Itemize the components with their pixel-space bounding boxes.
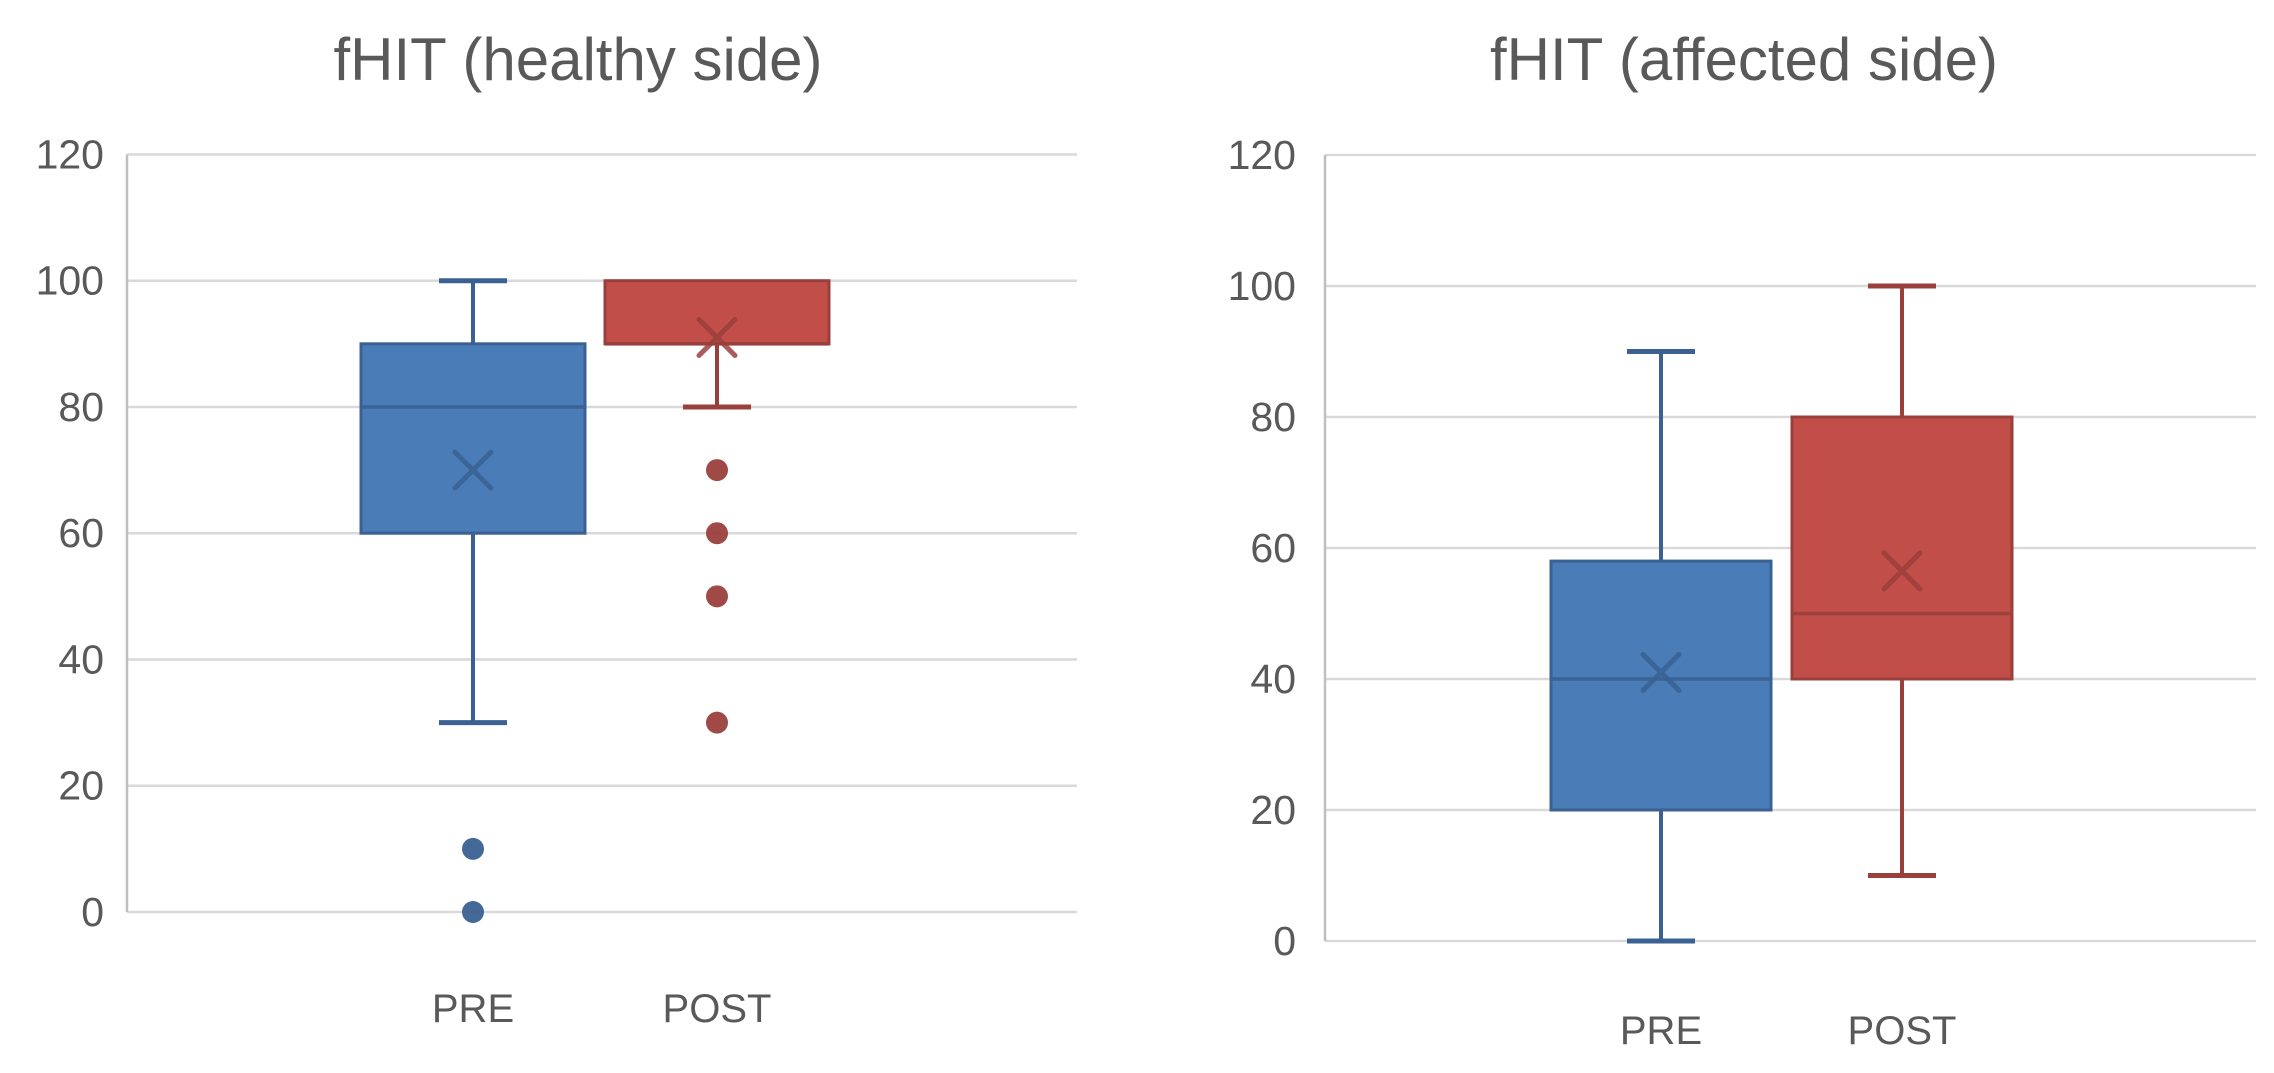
y-tick-label: 0 <box>1273 918 1296 964</box>
mean-x-marker <box>696 317 738 359</box>
chart-title: fHIT (affected side) <box>1490 26 1998 93</box>
chart-panel-affected: 0 20 40 60 80 100 120 PRE POST fHIT (affected sid… <box>1228 26 2256 1053</box>
outlier-dot <box>706 522 728 545</box>
box-rect <box>1549 559 1773 812</box>
y-tick-label: 40 <box>58 636 104 682</box>
outlier-dot <box>706 585 728 608</box>
chart-panel-healthy: 0 20 40 60 80 100 120 PRE POST fHIT (healthy side… <box>36 26 1077 1031</box>
category-label: POST <box>1848 1009 1957 1053</box>
box-rect <box>1790 415 2014 681</box>
box-series-post <box>603 279 831 734</box>
mean-x-marker <box>1640 651 1682 693</box>
outlier-dot <box>706 711 728 734</box>
y-tick-label: 60 <box>58 510 104 556</box>
y-tick-label: 60 <box>1250 525 1296 571</box>
box-series-pre <box>359 278 587 923</box>
outlier-dot <box>706 459 728 482</box>
outlier-dot <box>462 837 484 860</box>
y-tick-label: 20 <box>58 763 104 809</box>
y-tick-label: 120 <box>1228 132 1296 178</box>
outlier-dot <box>462 901 484 923</box>
box-series-pre <box>1549 349 1773 944</box>
chart-title: fHIT (healthy side) <box>333 26 822 93</box>
mean-x-marker <box>1881 550 1923 592</box>
category-label: POST <box>663 987 772 1031</box>
y-tick-label: 40 <box>1250 656 1296 702</box>
y-tick-label: 0 <box>81 889 104 935</box>
category-label: PRE <box>1620 1009 1702 1053</box>
category-label: PRE <box>432 987 514 1031</box>
y-tick-label: 100 <box>1228 263 1296 309</box>
box-rect <box>359 342 587 535</box>
mean-x-marker <box>452 449 494 491</box>
y-tick-label: 80 <box>1250 394 1296 440</box>
y-tick-label: 100 <box>36 258 104 304</box>
box-series-post <box>1790 283 2014 878</box>
y-tick-label: 120 <box>36 131 104 177</box>
y-tick-label: 80 <box>58 384 104 430</box>
y-tick-label: 20 <box>1250 787 1296 833</box>
